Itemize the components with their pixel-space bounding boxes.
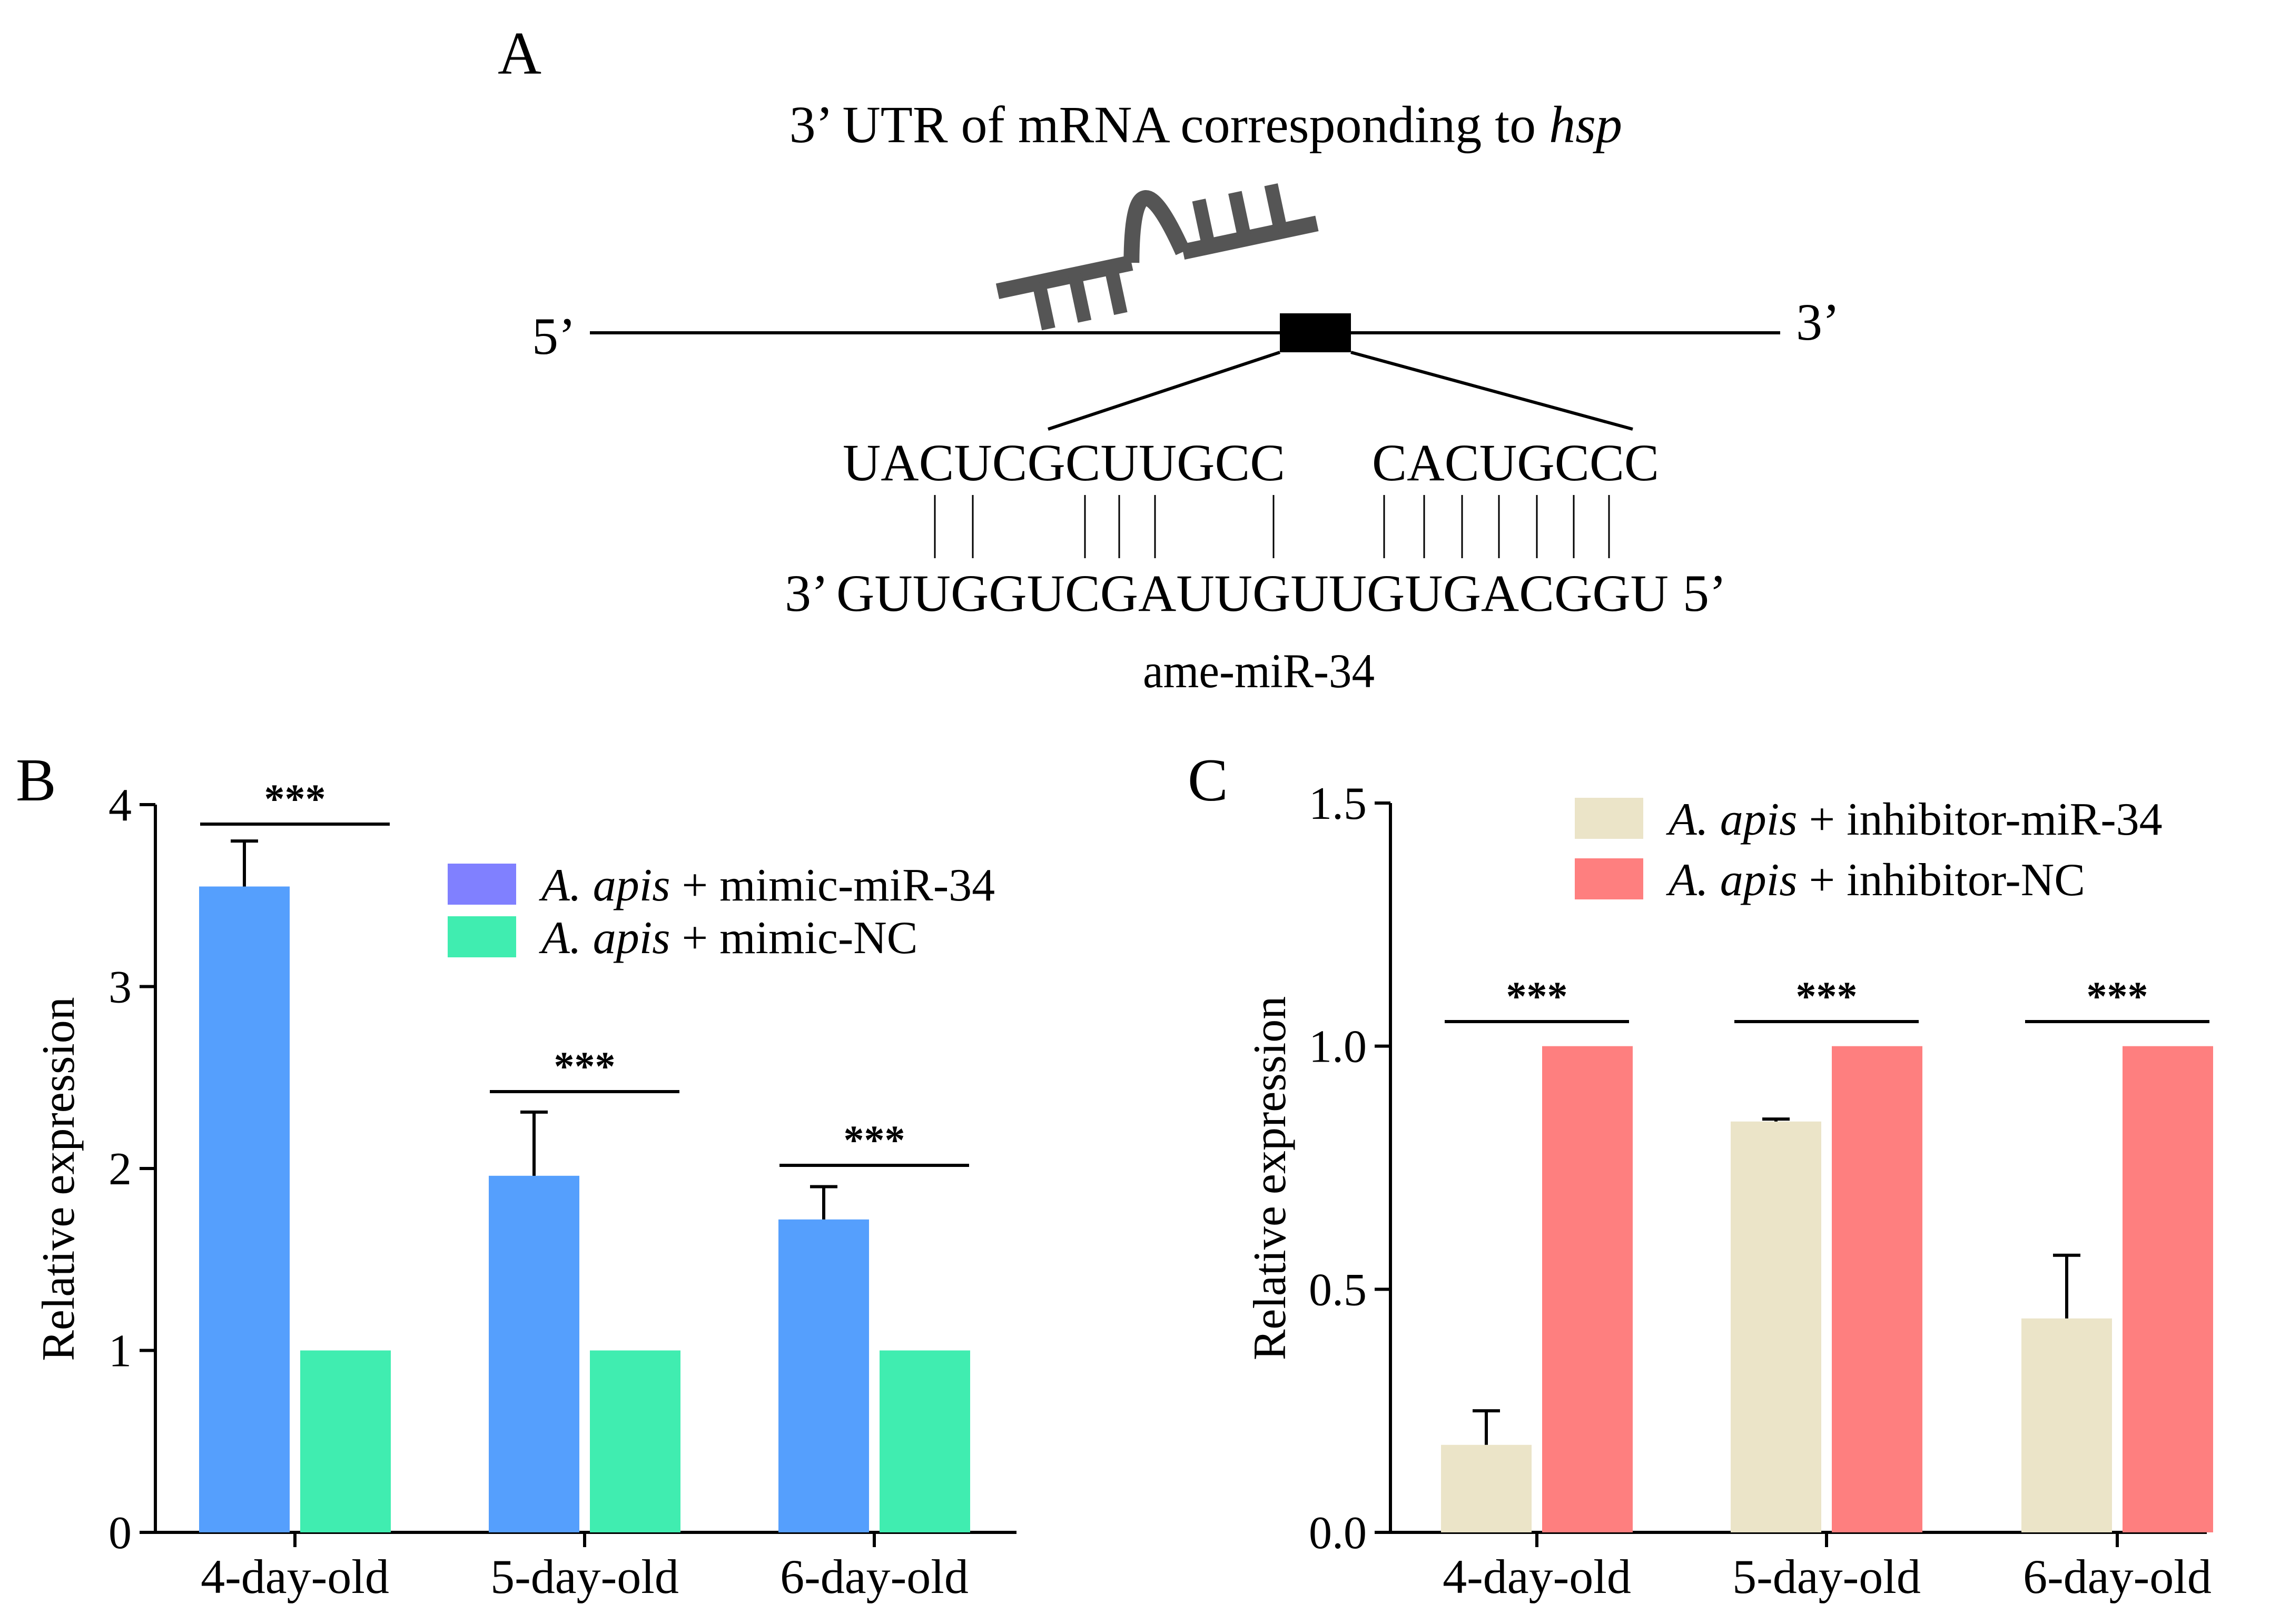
zoom-line-left — [1048, 351, 1280, 431]
mirna-5prime-label: 5’ — [1683, 564, 1726, 622]
mirna-seq: GUUGGUCGAUUGUUGUGACGGU — [836, 564, 1669, 622]
significance-label: *** — [1506, 973, 1568, 1019]
legend-swatch — [1575, 858, 1643, 899]
panel-c: C 0.0 0.5 1.0 1.5 Relative expression 4-day-o… — [1188, 747, 2213, 1603]
binding-site-box — [1280, 313, 1351, 352]
y-tick-label: 1.5 — [1309, 778, 1367, 829]
x-tick-label: 4-day-old — [201, 1550, 389, 1603]
bar — [199, 886, 290, 1532]
mrna-5prime-label: 5’ — [532, 307, 576, 365]
legend-label: A. apis + mimic-miR-34 — [539, 860, 995, 911]
y-tick-label: 4 — [108, 780, 132, 831]
mirna-3prime-label: 3’ — [785, 564, 828, 622]
zoom-line-right — [1350, 351, 1633, 431]
mrna-hairpin-icon — [995, 183, 1319, 331]
panel-a-letter: A — [498, 20, 541, 87]
panel-b-letter: B — [16, 747, 56, 814]
significance-label: *** — [2087, 973, 2148, 1019]
x-tick-label: 5-day-old — [490, 1550, 679, 1603]
legend-swatch — [1575, 798, 1643, 839]
mirna-name: ame-miR-34 — [1143, 644, 1375, 698]
mrna-3prime-label: 3’ — [1796, 293, 1840, 351]
bar — [1832, 1046, 1922, 1532]
bar — [2021, 1318, 2112, 1532]
legend-label: A. apis + mimic-NC — [539, 913, 918, 964]
legend-swatch — [448, 864, 516, 905]
bar — [590, 1350, 680, 1532]
legend-swatch — [448, 916, 516, 957]
y-axis-label: Relative expression — [1245, 996, 1296, 1361]
bar — [1542, 1046, 1633, 1532]
bar — [300, 1350, 391, 1532]
y-tick-label: 0.0 — [1309, 1508, 1367, 1559]
base-pair-lines — [934, 495, 1610, 558]
x-tick-label: 6-day-old — [2023, 1550, 2212, 1603]
bar — [1731, 1121, 1821, 1532]
target-seq-left: UACUCGCUUGCC — [843, 433, 1285, 492]
y-axis-label: Relative expression — [33, 997, 84, 1361]
legend-label: A. apis + inhibitor-NC — [1666, 855, 2085, 906]
bar — [2123, 1046, 2213, 1532]
target-seq-right: CACUGCCC — [1372, 433, 1659, 492]
y-tick-label: 1.0 — [1309, 1022, 1367, 1073]
x-tick-label: 5-day-old — [1732, 1550, 1921, 1603]
y-tick-label: 3 — [108, 962, 132, 1013]
utr-title: 3’ UTR of mRNA corresponding to hsp — [789, 95, 1622, 154]
y-tick-label: 1 — [108, 1326, 132, 1377]
y-tick-label: 2 — [108, 1144, 132, 1195]
panel-a: A 3’ UTR of mRNA corresponding to hsp 5’… — [498, 20, 1840, 698]
x-tick-label: 6-day-old — [780, 1550, 969, 1603]
significance-label: *** — [1796, 973, 1858, 1019]
bar — [489, 1175, 579, 1532]
x-tick-label: 4-day-old — [1443, 1550, 1631, 1603]
bar — [1441, 1444, 1532, 1532]
significance-label: *** — [264, 776, 326, 821]
legend-label: A. apis + inhibitor-miR-34 — [1666, 794, 2163, 845]
bar — [778, 1219, 869, 1532]
panel-c-plot: 0.0 0.5 1.0 1.5 Relative expression 4-day-old… — [1245, 778, 2213, 1603]
significance-label: *** — [844, 1117, 905, 1163]
panel-c-letter: C — [1188, 747, 1228, 814]
bar — [880, 1350, 970, 1532]
significance-label: *** — [554, 1043, 616, 1089]
y-tick-label: 0.5 — [1309, 1264, 1367, 1315]
panel-b: B 0 1 2 3 4 Relative expression 4-day-old *** 5-… — [16, 747, 1016, 1603]
panel-b-plot: 0 1 2 3 4 Relative expression 4-day-old *** 5-da… — [33, 776, 1016, 1603]
y-tick-label: 0 — [108, 1508, 132, 1559]
